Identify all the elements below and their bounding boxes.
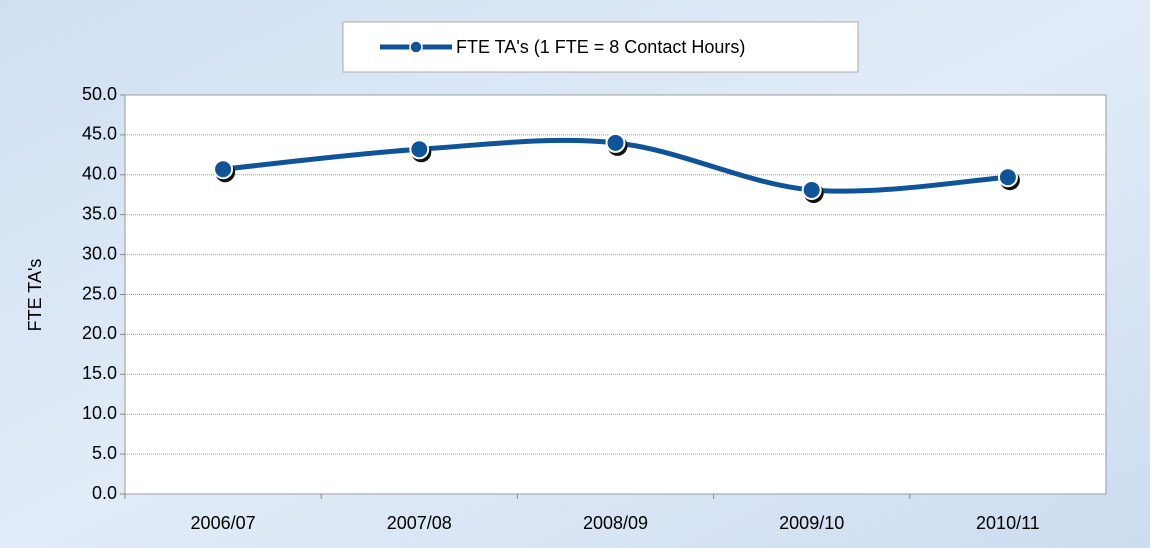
y-tick-label: 10.0 (82, 403, 117, 423)
y-tick-label: 45.0 (82, 124, 117, 144)
marker (997, 167, 1018, 188)
y-axis-label: FTE TA's (25, 259, 45, 332)
y-tick-label: 50.0 (82, 84, 117, 104)
y-tick-label: 15.0 (82, 363, 117, 383)
legend-label: FTE TA's (1 FTE = 8 Contact Hours) (456, 37, 745, 57)
x-tick-label: 2006/07 (191, 513, 256, 533)
marker (801, 179, 822, 200)
x-tick-label: 2008/09 (583, 513, 648, 533)
x-tick-label: 2007/08 (387, 513, 452, 533)
y-tick-label: 20.0 (82, 323, 117, 343)
x-tick-label: 2010/11 (976, 513, 1040, 533)
y-tick-label: 35.0 (82, 203, 117, 223)
marker (213, 159, 234, 180)
y-tick-label: 25.0 (82, 283, 117, 303)
marker (605, 132, 626, 153)
marker (409, 139, 430, 160)
y-tick-label: 30.0 (82, 243, 117, 263)
y-tick-label: 5.0 (92, 443, 117, 463)
y-tick-label: 0.0 (92, 483, 117, 503)
legend-marker (409, 40, 423, 54)
y-tick-label: 40.0 (82, 164, 117, 184)
x-tick-label: 2009/10 (779, 513, 844, 533)
